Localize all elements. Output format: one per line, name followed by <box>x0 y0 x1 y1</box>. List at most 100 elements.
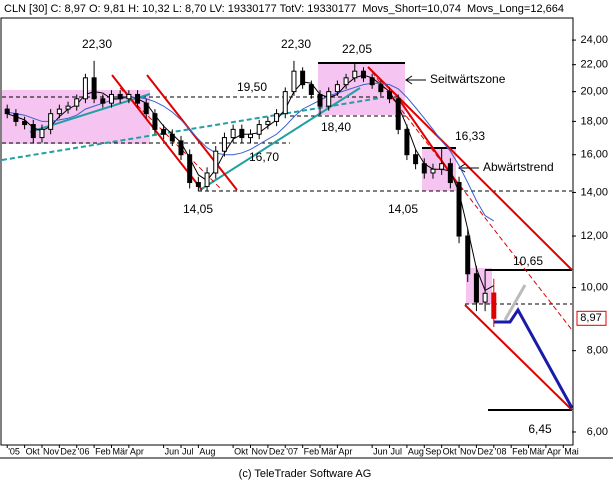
y-tick-label: 6,00 <box>587 426 608 438</box>
candle-body <box>256 124 262 135</box>
candle-body <box>48 113 54 130</box>
candle-body <box>473 273 479 303</box>
moving-average <box>7 82 495 222</box>
annotation: 22,30 <box>82 37 112 51</box>
x-tick-label: Jul <box>391 446 403 456</box>
plot <box>4 60 497 327</box>
candle-body <box>204 172 210 187</box>
candle-body <box>230 128 236 139</box>
candle-body <box>169 133 175 142</box>
candle-body <box>421 163 427 174</box>
candle-body <box>274 113 280 122</box>
footer: (c) TeleTrader Software AG <box>239 468 372 480</box>
x-tick-label: Jul <box>182 446 194 456</box>
candle-body <box>326 91 332 107</box>
x-tick-label: Jun <box>373 446 388 456</box>
candle-body <box>439 163 445 170</box>
drawings <box>1 62 574 411</box>
candle-body <box>447 163 453 184</box>
candle-body <box>108 93 114 104</box>
y-tick-label: 18,00 <box>580 115 608 127</box>
x-tick-label: Okt <box>443 446 458 456</box>
candle-body <box>265 120 271 126</box>
candle-body <box>56 108 62 115</box>
header-long: Movs_Long=12,664 <box>467 3 564 15</box>
x-tick-label: Aug <box>408 446 424 456</box>
price-marker-label: 8,97 <box>580 312 601 324</box>
x-tick-label: Apr <box>130 446 144 456</box>
annotation: 6,45 <box>528 422 552 436</box>
candle-body <box>4 108 10 115</box>
candle-body <box>456 182 462 237</box>
annotation: 19,50 <box>237 80 267 94</box>
arrow <box>458 163 479 173</box>
candle-body <box>248 133 254 139</box>
x-tick-label: '05 <box>8 446 20 456</box>
channel-line <box>371 71 573 331</box>
candle-body <box>39 128 45 139</box>
candle-body <box>369 77 375 86</box>
x-tick-label: Nov <box>252 446 269 456</box>
candle-body <box>317 93 323 107</box>
annotation: Abwärtstrend <box>483 160 554 174</box>
candle-body <box>117 93 123 100</box>
price-marker <box>576 310 607 326</box>
trend-line <box>199 87 361 191</box>
candle-body <box>343 77 349 86</box>
annotation: 14,05 <box>388 202 418 216</box>
arrow <box>405 75 426 85</box>
x-tick-label: Dez <box>477 446 494 456</box>
candle-body <box>239 128 245 139</box>
annotation: Seitwärtszone <box>430 72 506 86</box>
candle-body <box>430 168 436 174</box>
y-tick-label: 12,00 <box>580 230 608 242</box>
x-tick-label: '08 <box>495 446 507 456</box>
y-tick-label: 16,00 <box>580 149 608 161</box>
x-tick-label: Feb <box>512 446 528 456</box>
x-tick-label: '06 <box>78 446 90 456</box>
x-tick-label: Okt <box>26 446 41 456</box>
candle-body <box>30 124 36 139</box>
candle-body <box>378 84 384 93</box>
candle-body <box>213 150 219 174</box>
annotation: 22,30 <box>281 37 311 51</box>
candle-body <box>152 113 158 130</box>
candle-body <box>352 70 358 79</box>
candle-body <box>126 93 132 100</box>
x-tick-label: Nov <box>43 446 60 456</box>
x-tick-label: Nov <box>460 446 477 456</box>
candle-body <box>413 154 419 165</box>
candle-body <box>22 120 28 126</box>
x-tick-label: Dez <box>269 446 286 456</box>
x-tick-label: Mär <box>321 446 337 456</box>
candle-body <box>135 93 141 104</box>
x-tick-label: Mai <box>564 446 579 456</box>
header-quote: CLN [30] C: 8,97 O: 9,81 H: 10,32 L: 8,7… <box>4 3 356 15</box>
projection-line <box>494 307 574 409</box>
x-tick-label: Feb <box>95 446 111 456</box>
candle-body <box>282 91 288 115</box>
x-tick-label: '07 <box>286 446 298 456</box>
projection-line <box>503 284 527 321</box>
candle-body <box>465 235 471 275</box>
x-tick-label: Mär <box>112 446 128 456</box>
candle-body <box>387 91 393 100</box>
header-short: Movs_Short=10,074 <box>362 3 461 15</box>
candle-body <box>308 84 314 95</box>
candle-body <box>195 182 201 187</box>
y-tick-label: 8,00 <box>587 345 608 357</box>
candle-body <box>13 113 19 122</box>
candle-body <box>91 77 97 100</box>
y-tick-label: 24,00 <box>580 34 608 46</box>
candle-body <box>482 292 488 303</box>
x-tick-label: Feb <box>304 446 320 456</box>
annotation: 16,33 <box>455 129 485 143</box>
annotation: 10,65 <box>513 254 543 268</box>
candle-body <box>221 137 227 152</box>
x-tick-label: Aug <box>199 446 215 456</box>
candle-body <box>404 128 410 156</box>
candle-body <box>360 70 366 79</box>
channel-line <box>464 304 573 411</box>
x-tick-label: Apr <box>338 446 352 456</box>
